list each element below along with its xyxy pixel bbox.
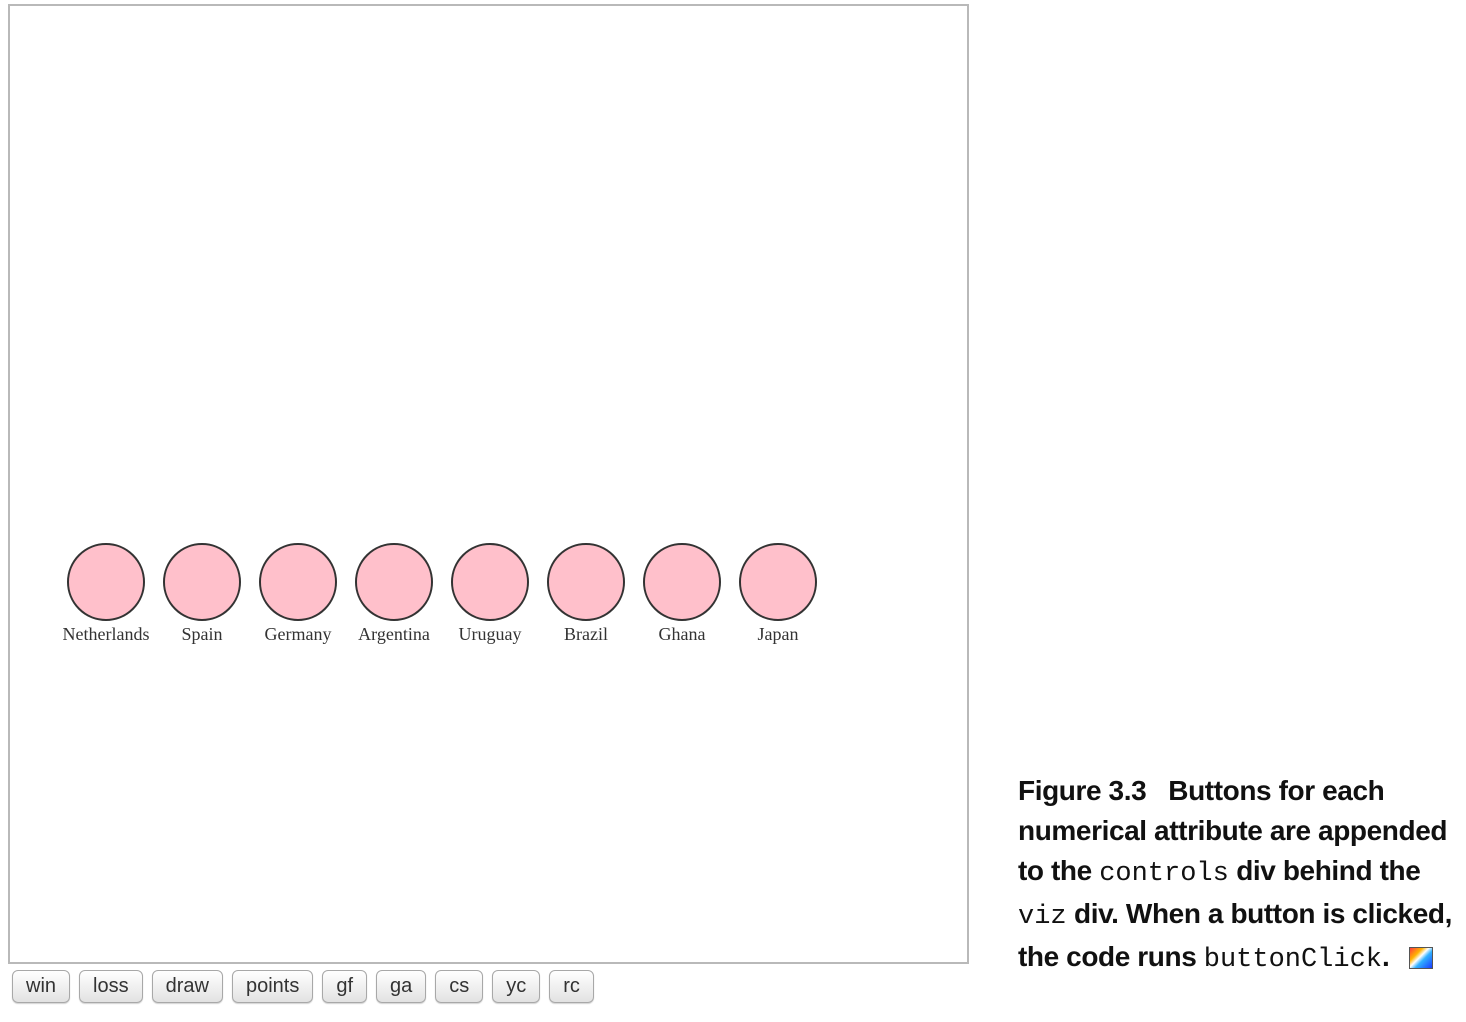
cs-button[interactable]: cs (435, 970, 484, 1003)
ga-button[interactable]: ga (376, 970, 427, 1003)
team-label-ghana: Ghana (659, 624, 706, 644)
team-label-uruguay: Uruguay (459, 624, 522, 644)
viz-svg: Netherlands Spain Germany Argentina Uruguay B… (63, 543, 817, 644)
team-label-brazil: Brazil (564, 624, 608, 644)
caption-text-4: . (1382, 941, 1390, 972)
team-circle-netherlands[interactable] (67, 543, 145, 621)
team-circle-uruguay[interactable] (451, 543, 529, 621)
team-node-argentina[interactable]: Argentina (355, 543, 433, 644)
code-annotation-icon (1409, 947, 1434, 969)
team-node-netherlands[interactable]: Netherlands (63, 543, 150, 644)
team-node-ghana[interactable]: Ghana (643, 543, 721, 644)
caption-text-2: div behind the (1228, 855, 1421, 886)
team-label-germany: Germany (265, 624, 332, 644)
team-label-argentina: Argentina (358, 624, 430, 644)
team-circle-argentina[interactable] (355, 543, 433, 621)
caption-code-controls: controls (1099, 859, 1229, 889)
points-button[interactable]: points (231, 970, 314, 1003)
caption-text-1: Buttons for each numerical attribute are… (1018, 775, 1448, 886)
figure-caption: Figure 3.3 Buttons for each numerical att… (1018, 771, 1464, 980)
team-node-uruguay[interactable]: Uruguay (451, 543, 529, 644)
loss-button[interactable]: loss (79, 970, 143, 1003)
team-circle-spain[interactable] (163, 543, 241, 621)
team-node-japan[interactable]: Japan (739, 543, 817, 644)
draw-button[interactable]: draw (151, 970, 223, 1003)
team-node-brazil[interactable]: Brazil (547, 543, 625, 644)
gf-button[interactable]: gf (322, 970, 368, 1003)
team-node-spain[interactable]: Spain (163, 543, 241, 644)
rc-button[interactable]: rc (549, 970, 594, 1003)
caption-code-buttonclick: buttonClick (1203, 945, 1382, 975)
team-circle-germany[interactable] (259, 543, 337, 621)
team-label-japan: Japan (758, 624, 799, 644)
team-circle-japan[interactable] (739, 543, 817, 621)
caption-code-viz: viz (1018, 902, 1067, 932)
team-node-germany[interactable]: Germany (259, 543, 337, 644)
controls-bar: win loss draw points gf ga cs yc rc (12, 970, 594, 1004)
viz-container: Netherlands Spain Germany Argentina Uruguay B… (8, 4, 969, 964)
team-circle-ghana[interactable] (643, 543, 721, 621)
team-label-netherlands: Netherlands (63, 624, 150, 644)
team-circle-brazil[interactable] (547, 543, 625, 621)
caption-text-3: div. When a button is clicked, the code … (1018, 898, 1452, 972)
figure-label: Figure 3.3 (1018, 775, 1147, 806)
yc-button[interactable]: yc (492, 970, 541, 1003)
win-button[interactable]: win (12, 970, 71, 1003)
team-label-spain: Spain (181, 624, 222, 644)
